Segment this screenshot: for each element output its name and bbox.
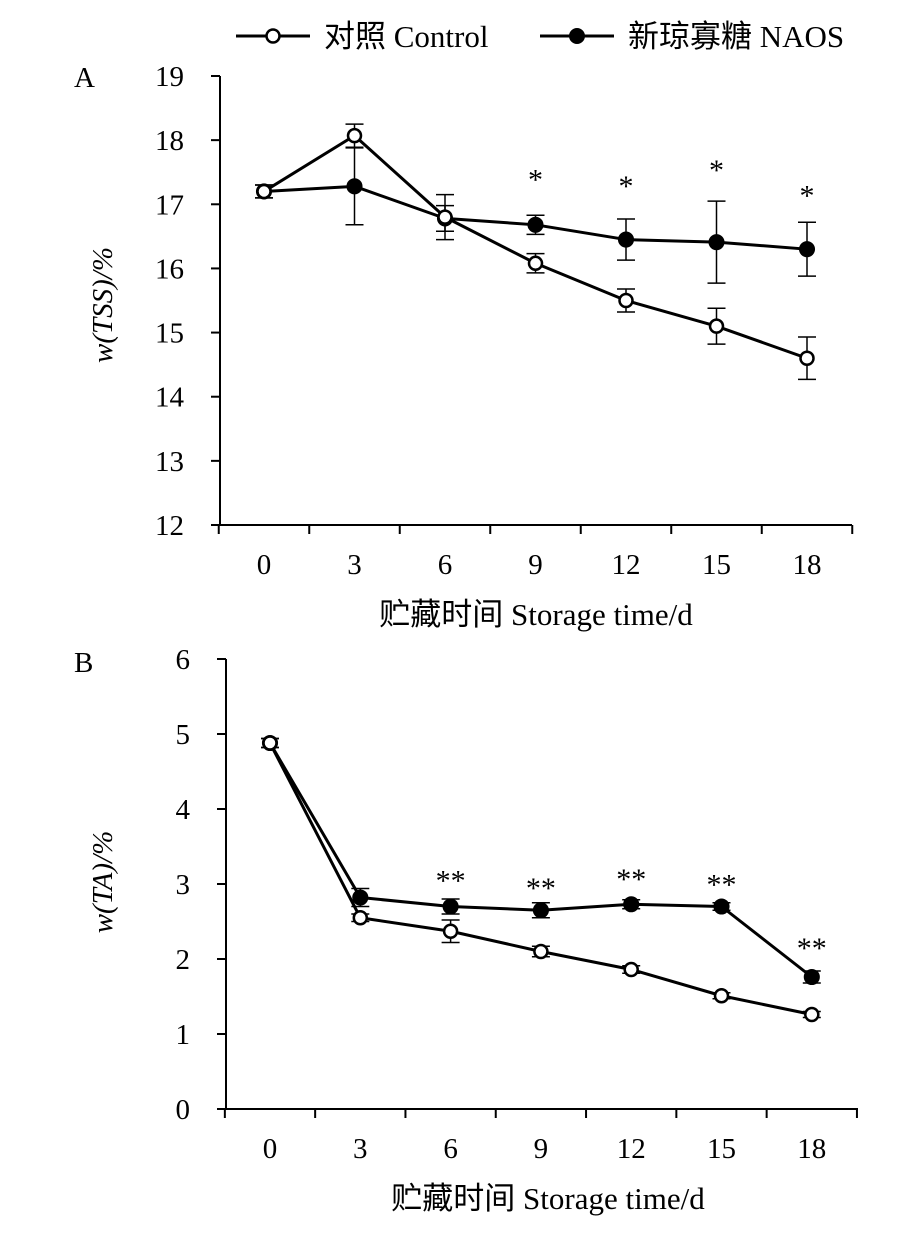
significance-marker: * <box>528 163 543 196</box>
y-tick-label: 6 <box>176 644 191 676</box>
y-tick-label: 19 <box>155 61 184 93</box>
y-tick-label: 17 <box>155 189 184 221</box>
data-point-control <box>262 735 278 751</box>
data-point-naos <box>708 234 725 251</box>
data-point-naos <box>352 889 369 906</box>
legend-control-label: 对照 Control <box>324 19 488 54</box>
significance-marker: ** <box>707 868 737 901</box>
data-point-control <box>618 292 634 309</box>
legend: 对照 Control 新琼寡糖 NAOS <box>236 19 844 54</box>
legend-naos-marker <box>569 28 585 44</box>
data-point-naos <box>803 968 820 986</box>
x-axis-label: 贮藏时间 Storage time/d <box>379 597 693 632</box>
x-tick-label: 12 <box>612 549 641 581</box>
y-tick-label: 1 <box>176 1019 191 1051</box>
data-point-control <box>708 318 725 334</box>
panel-label: A <box>74 62 95 94</box>
legend-control-marker <box>265 28 281 44</box>
y-tick-label: 13 <box>155 446 184 478</box>
data-point-control <box>799 350 815 366</box>
data-point-control <box>352 910 369 926</box>
panel-a: A 12 13 14 15 16 17 18 19 0 3 6 9 12 15 18 贮藏时间 Storage … <box>74 61 854 632</box>
significance-marker: * <box>709 154 724 187</box>
data-point-control <box>533 943 549 960</box>
data-point-naos <box>532 902 549 919</box>
x-tick-label: 15 <box>702 549 731 581</box>
x-tick-label: 3 <box>353 1133 368 1165</box>
y-tick-label: 18 <box>155 125 184 157</box>
y-tick-label: 0 <box>176 1094 191 1126</box>
data-point-naos <box>713 898 730 915</box>
significance-marker: ** <box>436 865 466 898</box>
x-tick-label: 6 <box>438 549 453 581</box>
series-line-naos <box>268 742 813 979</box>
x-tick-label: 9 <box>528 549 543 581</box>
x-tick-label: 15 <box>707 1133 736 1165</box>
y-axis-label: w(TSS)/% <box>87 247 119 363</box>
data-point-control <box>623 961 639 978</box>
data-point-control <box>804 1006 820 1023</box>
x-tick-label: 18 <box>793 549 822 581</box>
y-tick-label: 14 <box>155 382 185 414</box>
data-point-control <box>437 209 453 225</box>
data-point-naos <box>346 178 363 195</box>
y-tick-label: 2 <box>176 944 191 976</box>
y-tick-label: 12 <box>155 510 184 542</box>
x-axis-label: 贮藏时间 Storage time/d <box>391 1181 705 1216</box>
y-axis-label: w(TA)/% <box>87 831 119 934</box>
significance-marker: * <box>619 170 634 203</box>
y-tick-label: 4 <box>176 794 191 826</box>
x-tick-label: 18 <box>797 1133 826 1165</box>
data-point-control <box>527 255 544 272</box>
data-point-naos <box>617 231 635 248</box>
data-point-control <box>442 923 459 939</box>
data-point-naos <box>442 898 459 915</box>
x-tick-label: 0 <box>263 1133 278 1165</box>
y-tick-label: 16 <box>155 253 184 285</box>
data-point-control <box>346 127 363 144</box>
legend-control: 对照 Control <box>236 19 488 54</box>
y-tick-label: 15 <box>155 318 184 350</box>
data-point-control <box>713 988 730 1004</box>
significance-marker: ** <box>616 863 646 896</box>
x-tick-label: 3 <box>347 549 362 581</box>
data-point-naos <box>623 896 640 913</box>
x-tick-label: 12 <box>617 1133 646 1165</box>
data-point-naos <box>798 241 816 258</box>
significance-marker: ** <box>797 932 827 965</box>
legend-naos-label: 新琼寡糖 NAOS <box>628 19 844 54</box>
panel-label: B <box>74 647 93 679</box>
significance-marker: * <box>800 179 815 212</box>
data-point-control <box>256 183 272 200</box>
data-point-naos <box>527 216 544 233</box>
y-tick-label: 5 <box>176 719 191 751</box>
x-tick-label: 9 <box>534 1133 549 1165</box>
x-tick-label: 6 <box>443 1133 458 1165</box>
legend-naos: 新琼寡糖 NAOS <box>540 19 844 54</box>
significance-marker: ** <box>526 872 556 905</box>
x-tick-label: 0 <box>257 549 272 581</box>
y-tick-label: 3 <box>176 869 191 901</box>
